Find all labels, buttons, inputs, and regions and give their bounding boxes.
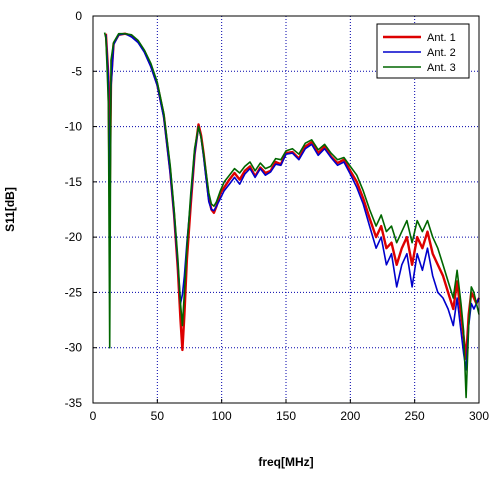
y-tick-label: -20: [65, 230, 83, 244]
x-tick-label: 150: [276, 409, 296, 423]
y-tick-label: -30: [65, 341, 83, 355]
x-tick-label: 100: [212, 409, 232, 423]
legend-box: [376, 23, 470, 79]
x-tick-label: 250: [405, 409, 425, 423]
y-tick-label: 0: [75, 9, 82, 23]
legend: Ant. 1 Ant. 2 Ant. 3: [376, 23, 470, 79]
x-tick-label: 50: [151, 409, 165, 423]
x-tick-label: 0: [90, 409, 97, 423]
x-tick-label: 200: [340, 409, 360, 423]
y-tick-label: -35: [65, 396, 83, 410]
series-line-3: [103, 32, 480, 399]
series-layer: [103, 32, 481, 399]
y-tick-label: -15: [65, 175, 83, 189]
legend-label-3: Ant. 3: [427, 62, 456, 74]
x-axis-label: freq[MHz]: [258, 455, 313, 469]
legend-label-1: Ant. 1: [427, 32, 456, 44]
x-tick-label: 300: [469, 409, 489, 423]
y-tick-label: -5: [71, 64, 82, 78]
y-tick-label: -25: [65, 285, 83, 299]
y-axis-label: S11[dB]: [3, 187, 17, 232]
legend-label-2: Ant. 2: [427, 47, 456, 59]
axis-ticks: 0 50 100 150 200 250 300 0 -5 -10 -15 -20 -25 -30 -35: [65, 9, 490, 423]
y-tick-label: -10: [65, 120, 83, 134]
